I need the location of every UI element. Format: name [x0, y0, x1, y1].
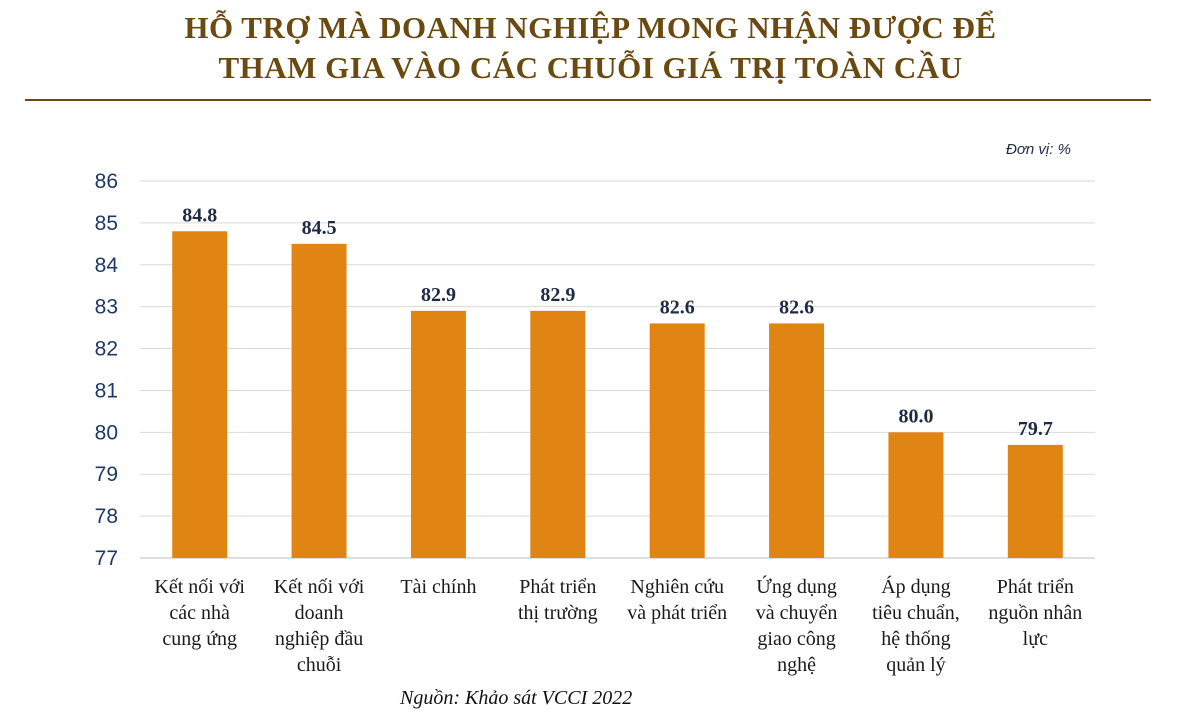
x-tick-label: doanh — [295, 602, 344, 624]
data-label: 82.9 — [421, 284, 456, 306]
x-tick-label: các nhà — [169, 602, 230, 624]
x-tick-label: quản lý — [886, 654, 945, 676]
x-tick-label: nghệ — [777, 654, 816, 676]
x-tick-label: Kết nối với — [154, 576, 245, 598]
y-tick-label: 77 — [95, 547, 118, 570]
y-tick-label: 85 — [95, 212, 118, 235]
bar — [888, 432, 944, 558]
bar — [1007, 444, 1063, 558]
x-tick-label: hệ thống — [881, 628, 950, 650]
y-tick-label: 82 — [95, 338, 118, 361]
y-tick-label: 83 — [95, 296, 118, 319]
x-tick-label: nguồn nhân — [988, 602, 1082, 624]
x-tick-label: Ứng dụng — [756, 574, 837, 598]
data-label: 84.8 — [182, 204, 217, 226]
x-tick-label: chuỗi — [297, 654, 342, 676]
unit-note: Đơn vị: % — [1006, 141, 1071, 158]
x-tick-label: tiêu chuẩn, — [872, 602, 960, 624]
bar — [410, 310, 466, 558]
x-tick-label: Áp dụng — [881, 575, 950, 598]
y-tick-label: 79 — [95, 463, 118, 486]
data-label: 80.0 — [898, 405, 933, 427]
y-tick-label: 84 — [95, 254, 119, 277]
x-tick-label: thị trường — [518, 602, 598, 624]
x-tick-label: cung ứng — [162, 628, 237, 650]
chart-title: HỖ TRỢ MÀ DOANH NGHIỆP MONG NHẬN ĐƯỢC ĐỂ… — [0, 8, 1181, 88]
source-note: Nguồn: Khảo sát VCCI 2022 — [400, 687, 633, 709]
x-tick-label: Phát triển — [997, 576, 1074, 598]
bar — [291, 243, 347, 559]
x-tick-label: Nghiên cứu — [630, 576, 724, 598]
x-tick-label: lực — [1023, 628, 1048, 650]
data-label: 82.6 — [779, 296, 814, 318]
x-tick-label: nghiệp đầu — [275, 628, 363, 650]
x-tick-label: và phát triển — [627, 602, 727, 624]
x-tick-label: Tài chính — [400, 576, 476, 598]
chart-title-line-1: HỖ TRỢ MÀ DOANH NGHIỆP MONG NHẬN ĐƯỢC ĐỂ — [184, 10, 997, 45]
bar — [172, 231, 228, 558]
y-tick-label: 80 — [95, 421, 118, 444]
x-tick-label: và chuyển — [756, 602, 838, 624]
data-label: 84.5 — [302, 217, 337, 239]
data-label: 82.9 — [540, 284, 575, 306]
y-tick-label: 78 — [95, 505, 118, 528]
data-label: 79.7 — [1018, 418, 1053, 440]
x-tick-label: Phát triển — [519, 576, 596, 598]
x-tick-label: giao công — [757, 628, 835, 650]
data-label: 82.6 — [660, 296, 695, 318]
chart-title-line-2: THAM GIA VÀO CÁC CHUỖI GIÁ TRỊ TOÀN CẦU — [218, 50, 963, 85]
x-tick-label: Kết nối với — [274, 576, 365, 598]
bar — [769, 323, 825, 558]
y-tick-label: 81 — [95, 379, 118, 402]
bar — [649, 323, 705, 558]
title-divider — [25, 99, 1151, 101]
y-tick-label: 86 — [95, 170, 118, 193]
bar — [530, 310, 586, 558]
